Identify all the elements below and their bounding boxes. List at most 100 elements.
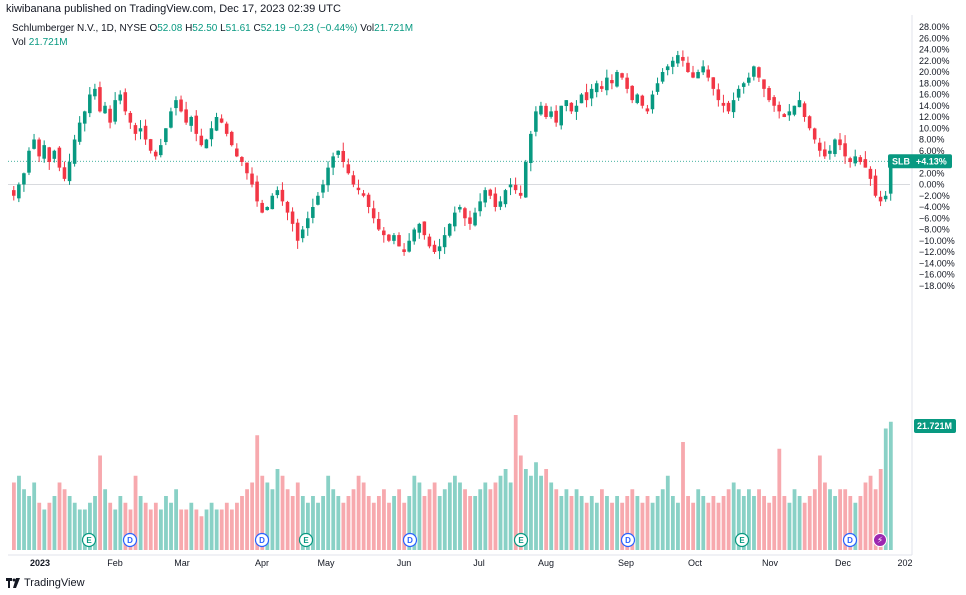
volume-bar [209,502,214,550]
price-tick-label: 20.00% [919,67,950,77]
volume-bar [27,496,32,550]
candle [407,240,411,252]
volume-bar [371,502,376,550]
tradingview-logo[interactable]: TradingView [6,577,85,589]
volume-bar [204,509,209,550]
time-tick-label: Apr [255,558,269,568]
candle [559,105,563,126]
candle [321,184,325,193]
volume-bar [285,489,290,550]
candle [437,246,442,252]
volume-bar [630,489,635,550]
volume-bar [108,502,113,550]
volume-bar [52,496,57,550]
volume-bar [696,489,701,550]
candle [402,249,406,252]
volume-legend[interactable]: Vol 21.721M [12,37,68,48]
candle [625,77,629,89]
candle [118,94,122,101]
price-tick-label: 22.00% [919,56,950,66]
dividend-event-label: D [259,536,265,545]
candle [630,85,634,101]
candle [665,66,670,71]
candle [676,55,680,64]
axis-badges: SLB +4.13% 21.721M [888,154,956,433]
candle [47,147,52,162]
price-badge [888,154,952,169]
volume-bar [498,475,503,550]
candle [458,207,462,210]
volume-value: 21.721M [28,37,68,48]
candle [295,222,300,241]
earnings-event-label: E [86,536,92,545]
volume-bar [600,489,604,550]
volume-bar [123,502,128,550]
volume-bar [559,496,564,550]
candle [392,235,396,241]
candle [174,100,178,109]
volume-bar [503,469,508,550]
earnings-event-icon [734,532,750,548]
ohlc-high-label: H [185,23,193,34]
candle [838,139,842,146]
symbol-legend[interactable]: Schlumberger N.V., 1D, NYSE O52.08 H52.5… [12,23,413,34]
candle [417,223,422,233]
volume-bar [260,475,265,550]
candle [640,95,645,106]
candle [62,167,67,179]
candle [767,88,771,101]
volume-bar [164,496,168,550]
candle [823,149,827,157]
volume-bar [326,475,331,550]
volume-bar [569,496,574,550]
candle [731,100,736,113]
candle [645,108,650,112]
volume-bar [361,482,366,550]
volume-bar [493,482,498,550]
candle [600,86,604,89]
volume-bar [311,496,315,550]
volume-bar [549,482,554,550]
candle [615,72,619,87]
candle [240,157,244,162]
candle [103,105,107,114]
volume-bar [615,496,620,550]
volume-bar [62,489,67,550]
volume-bar [458,482,462,550]
candle [290,211,295,224]
candle [77,122,82,142]
volume-bar [833,496,837,550]
candle [412,229,416,242]
volume-bar [767,502,772,550]
candle [113,100,117,122]
candle [686,62,690,72]
candle [812,128,817,140]
candle [422,221,427,236]
price-tick-label: 24.00% [919,45,950,55]
volume-bar [427,489,432,550]
candle [655,83,660,92]
volume-bar [513,415,518,550]
candle [787,111,792,116]
volume-bar [32,482,37,550]
candle [594,83,599,93]
event-markers: E D D E D E D E D ⚡ [81,532,887,548]
candle [311,207,315,218]
candle [300,229,305,239]
time-tick-label: 2023 [30,558,50,568]
candle [12,190,16,196]
time-tick-label: Oct [688,558,703,568]
candle [164,128,168,143]
volume-bar [478,489,483,550]
volume-bar [782,496,787,550]
legend-vol: 21.721M [374,23,414,34]
candle [387,234,391,241]
volume-bar [681,442,685,550]
candle [858,157,863,162]
candle [828,150,832,154]
candle [488,189,493,196]
volume-bar [397,489,402,550]
candle [265,207,269,211]
volume-bar [321,496,326,550]
